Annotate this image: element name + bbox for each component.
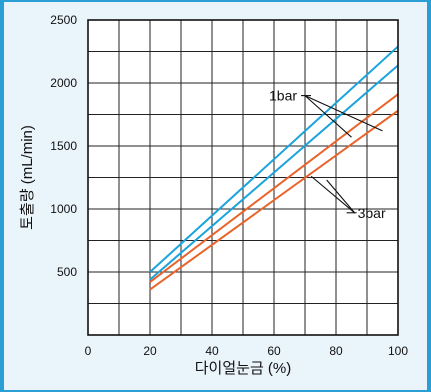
x-tick-label: 100 — [388, 344, 408, 358]
x-tick-labels: 0 20 40 60 80 100 — [85, 344, 409, 358]
plot-border — [87, 19, 399, 336]
series-line-2 — [149, 64, 399, 281]
y-axis-title: 토출량 (mL/min) — [19, 125, 36, 230]
x-tick-label: 60 — [267, 344, 281, 358]
x-tick-label: 20 — [143, 344, 157, 358]
annotation-leader-2-1 — [310, 175, 355, 214]
x-tick-label: 40 — [205, 344, 219, 358]
series-line-4 — [149, 109, 399, 291]
annotation-leader-2-2 — [326, 179, 356, 214]
y-tick-label: 1500 — [50, 139, 77, 153]
annotation-leader-1-2 — [304, 95, 383, 132]
series-layer — [149, 45, 399, 291]
annotation-label-1: 1bar — [269, 88, 297, 104]
y-tick-label: 2000 — [50, 76, 77, 90]
y-tick-label: 1000 — [50, 202, 77, 216]
y-tick-label: 2500 — [50, 13, 77, 27]
annotation-leader-1-1 — [304, 95, 352, 138]
x-axis-title: 다이얼눈금 (%) — [195, 360, 292, 377]
y-tick-label: 500 — [57, 265, 77, 279]
annotation-layer: 1bar 3bar — [269, 88, 386, 221]
series-line-3 — [149, 93, 399, 283]
y-tick-labels: 500 1000 1500 2000 2500 — [50, 13, 77, 279]
x-tick-label: 0 — [85, 344, 92, 358]
annotation-label-2: 3bar — [358, 205, 386, 221]
series-line-1 — [149, 45, 399, 273]
x-tick-label: 80 — [329, 344, 343, 358]
